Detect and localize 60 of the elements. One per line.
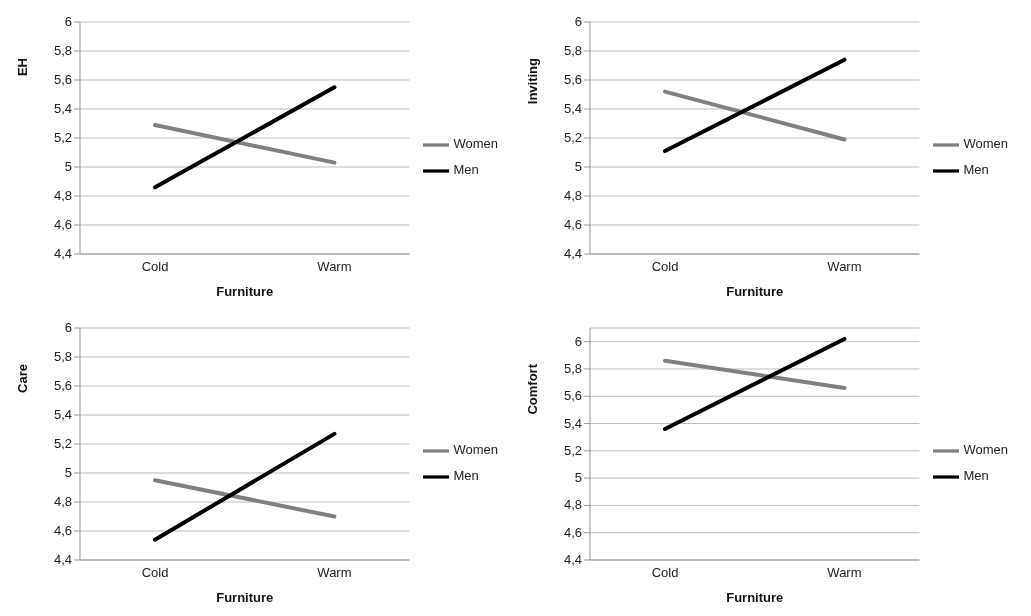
x-tick-label: Warm: [317, 565, 352, 581]
y-tick-label: 5,8: [53, 43, 72, 58]
x-tick-label: Warm: [827, 259, 862, 275]
y-tick-label: 6: [64, 320, 72, 335]
x-axis-title: Furniture: [726, 284, 784, 299]
legend-label: Women: [453, 136, 498, 152]
legend-label: Men: [453, 162, 479, 178]
y-tick-label: 4,4: [53, 246, 72, 261]
y-tick-label: 5,4: [563, 415, 582, 431]
y-tick-label: 4,8: [563, 188, 582, 203]
y-axis-title: Care: [14, 364, 30, 393]
x-axis-title: Furniture: [726, 590, 784, 605]
y-axis-title: Inviting: [524, 57, 540, 105]
y-tick-label: 5,8: [53, 349, 72, 364]
y-tick-label: 4,4: [563, 552, 582, 567]
x-tick-label: Cold: [141, 565, 169, 581]
y-tick-label: 5,8: [563, 360, 582, 376]
legend-label: Men: [963, 162, 989, 178]
y-tick-label: 5: [574, 470, 582, 486]
y-tick-label: 5,6: [53, 378, 72, 393]
y-tick-label: 4,4: [563, 246, 582, 261]
y-tick-label: 4,8: [53, 188, 72, 203]
x-tick-label: Cold: [141, 259, 169, 275]
y-tick-label: 5,4: [53, 407, 72, 422]
y-tick-label: 4,8: [563, 497, 582, 513]
y-tick-label: 5,4: [563, 101, 582, 116]
x-tick-label: Cold: [651, 565, 679, 581]
y-tick-label: 5: [64, 159, 72, 174]
y-axis-title: EH: [14, 58, 30, 77]
y-axis-title: Comfort: [524, 363, 540, 415]
x-axis-title: Furniture: [216, 590, 274, 605]
y-tick-label: 4,4: [53, 552, 72, 567]
y-tick-label: 5,2: [53, 130, 72, 145]
y-tick-label: 6: [574, 14, 582, 29]
y-tick-label: 5,4: [53, 101, 72, 116]
y-tick-label: 4,6: [53, 217, 72, 232]
legend-label: Men: [453, 468, 479, 484]
x-tick-label: Warm: [827, 565, 862, 581]
y-tick-label: 5,6: [53, 72, 72, 87]
x-tick-label: Cold: [651, 259, 679, 275]
x-axis-title: Furniture: [216, 284, 274, 299]
y-tick-label: 4,6: [563, 217, 582, 232]
y-tick-label: 6: [64, 14, 72, 29]
y-tick-label: 5,6: [563, 388, 582, 404]
legend-label: Women: [453, 442, 498, 458]
y-tick-label: 4,6: [53, 523, 72, 538]
y-tick-label: 4,6: [563, 524, 582, 540]
y-tick-label: 5,2: [563, 442, 582, 458]
y-tick-label: 5: [574, 159, 582, 174]
legend-label: Men: [963, 468, 989, 484]
legend-label: Women: [963, 442, 1008, 458]
y-tick-label: 4,8: [53, 494, 72, 509]
y-tick-label: 5,2: [53, 436, 72, 451]
y-tick-label: 5,8: [563, 43, 582, 58]
x-tick-label: Warm: [317, 259, 352, 275]
y-tick-label: 6: [574, 333, 582, 349]
y-tick-label: 5: [64, 465, 72, 480]
y-tick-label: 5,6: [563, 72, 582, 87]
y-tick-label: 5,2: [563, 130, 582, 145]
legend-label: Women: [963, 136, 1008, 152]
